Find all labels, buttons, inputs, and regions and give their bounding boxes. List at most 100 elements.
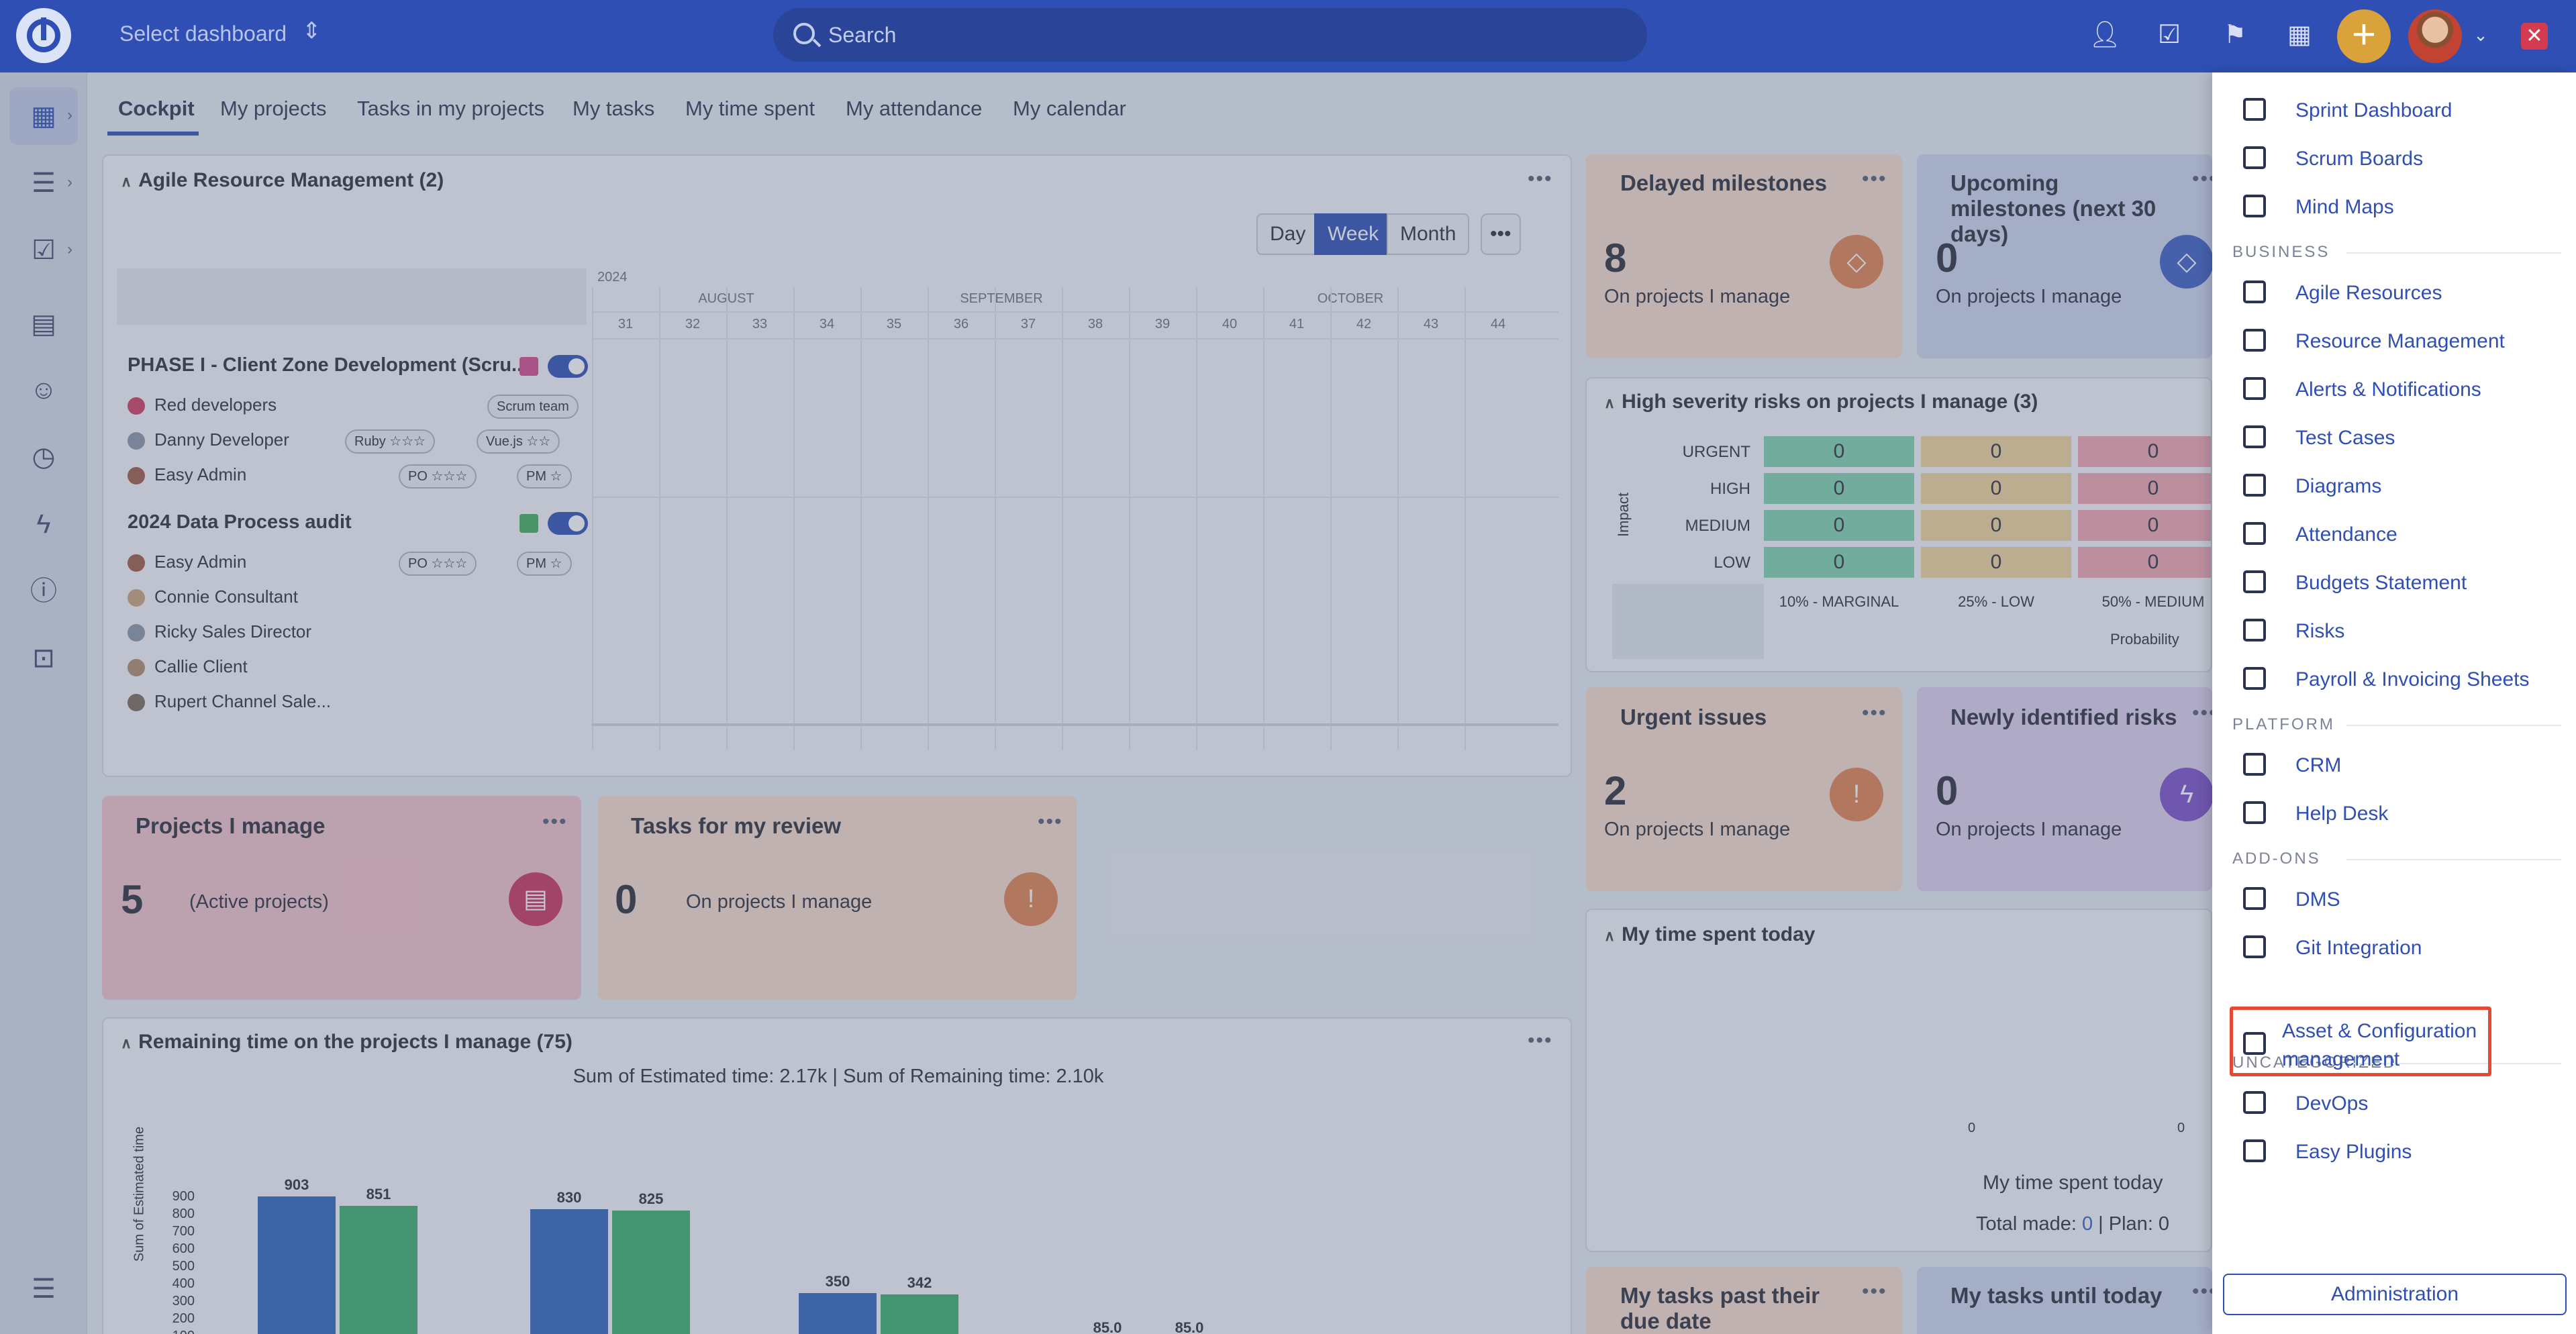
view-month-button[interactable]: Month <box>1387 213 1470 255</box>
person-icon[interactable]: ☺ <box>30 375 58 405</box>
tab-my-attendance[interactable]: My attendance <box>846 97 983 120</box>
risk-cell[interactable]: 0 <box>1921 510 2071 541</box>
collapse-icon[interactable]: ∧ <box>1604 395 1616 411</box>
menu-item-alerts-notifications[interactable]: Alerts & Notifications <box>2243 370 2565 408</box>
menu-item-devops[interactable]: DevOps <box>2243 1084 2565 1122</box>
chevron-down-icon[interactable]: ⌄ <box>2473 25 2488 45</box>
project-toggle[interactable] <box>548 355 588 378</box>
tab-cockpit[interactable]: Cockpit <box>118 97 195 120</box>
tab-my-time-spent[interactable]: My time spent <box>685 97 815 120</box>
tasks-icon[interactable]: ☑ <box>32 236 56 265</box>
menu-item-test-cases[interactable]: Test Cases <box>2243 419 2565 456</box>
more-options-icon[interactable]: ••• <box>1528 1029 1553 1051</box>
tasks-past-due-card[interactable]: My tasks past their due date ••• <box>1585 1267 1902 1334</box>
chevron-updown-icon[interactable]: ⇕ <box>302 18 321 44</box>
bar[interactable] <box>612 1210 690 1334</box>
menu-item-easy-plugins[interactable]: Easy Plugins <box>2243 1133 2565 1170</box>
risk-cell[interactable]: 0 <box>2078 547 2211 578</box>
view-day-button[interactable]: Day <box>1256 213 1320 255</box>
chevron-right-icon[interactable]: › <box>67 106 72 124</box>
close-icon[interactable]: ✕ <box>2521 23 2548 50</box>
project-name[interactable]: 2024 Data Process audit <box>128 511 352 533</box>
chevron-right-icon[interactable]: › <box>67 240 72 258</box>
bar[interactable] <box>881 1294 958 1334</box>
tasks-icon[interactable]: ☑︎ <box>2157 21 2181 49</box>
bar[interactable] <box>530 1209 608 1334</box>
collapse-icon[interactable]: ∧ <box>1604 927 1616 944</box>
dashboard-select[interactable]: Select dashboard <box>119 21 287 46</box>
user-icon[interactable]: 👤︎ <box>2089 21 2122 49</box>
clock-icon[interactable]: ◷ <box>32 442 56 472</box>
more-options-icon[interactable]: ••• <box>1038 811 1063 833</box>
menu-item-resource-management[interactable]: Resource Management <box>2243 322 2565 360</box>
bar[interactable] <box>258 1196 336 1334</box>
risk-cell[interactable]: 0 <box>2078 473 2211 504</box>
search-input[interactable]: Search <box>773 8 1647 62</box>
upcoming-milestones-card[interactable]: Upcoming milestones (next 30 days) ••• 0… <box>1917 154 2212 358</box>
board-icon[interactable]: ▤ <box>31 309 56 339</box>
avatar[interactable] <box>2408 9 2462 63</box>
bar[interactable] <box>340 1205 417 1334</box>
tab-tasks-in-my-projects[interactable]: Tasks in my projects <box>357 97 545 120</box>
tasks-for-review-card[interactable]: Tasks for my review ••• 0 On projects I … <box>597 796 1077 1000</box>
more-options-icon[interactable]: ••• <box>1528 168 1553 190</box>
tab-my-calendar[interactable]: My calendar <box>1013 97 1126 120</box>
total-made-link[interactable]: 0 <box>2081 1213 2093 1235</box>
menu-item-budgets-statement[interactable]: Budgets Statement <box>2243 564 2565 601</box>
new-risks-card[interactable]: Newly identified risks ••• 0 On projects… <box>1917 687 2212 891</box>
more-options-icon[interactable]: ••• <box>1481 213 1521 255</box>
risk-cell[interactable]: 0 <box>1921 547 2071 578</box>
risk-cell[interactable]: 0 <box>1764 473 1914 504</box>
chevron-right-icon[interactable]: › <box>67 173 72 191</box>
risk-cell[interactable]: 0 <box>2078 510 2211 541</box>
menu-item-git-integration[interactable]: Git Integration <box>2243 929 2565 966</box>
urgent-issues-card[interactable]: Urgent issues ••• 2 On projects I manage… <box>1585 687 1902 891</box>
projects-i-manage-card[interactable]: Projects I manage ••• 5 (Active projects… <box>102 796 581 1000</box>
menu-item-asset-configuration[interactable]: Asset & Configuration management <box>2243 1017 2565 1070</box>
more-options-icon[interactable]: ••• <box>2192 168 2212 190</box>
calendar-icon[interactable]: ▦ <box>2287 21 2312 49</box>
more-options-icon[interactable]: ••• <box>1862 702 1887 724</box>
administration-button[interactable]: Administration <box>2223 1274 2567 1315</box>
more-options-icon[interactable]: ••• <box>1862 1280 1887 1302</box>
menu-item-mind-maps[interactable]: Mind Maps <box>2243 188 2565 225</box>
tab-my-projects[interactable]: My projects <box>220 97 327 120</box>
risk-cell[interactable]: 0 <box>1764 436 1914 467</box>
collapse-icon[interactable]: ∧ <box>121 1035 132 1051</box>
flag-icon[interactable]: ⚑ <box>2223 21 2247 49</box>
more-options-icon[interactable]: ••• <box>542 811 568 833</box>
add-button[interactable]: + <box>2337 9 2391 63</box>
collapse-icon[interactable]: ∧ <box>121 173 132 190</box>
risk-cell[interactable]: 0 <box>1764 510 1914 541</box>
tab-my-tasks[interactable]: My tasks <box>573 97 655 120</box>
projects-icon[interactable]: ☰ <box>32 168 56 198</box>
menu-item-scrum-boards[interactable]: Scrum Boards <box>2243 140 2565 177</box>
menu-item-diagrams[interactable]: Diagrams <box>2243 467 2565 505</box>
risk-cell[interactable]: 0 <box>2078 436 2211 467</box>
risk-cell[interactable]: 0 <box>1764 547 1914 578</box>
tasks-until-today-card[interactable]: My tasks until today ••• <box>1917 1267 2212 1334</box>
menu-item-dms[interactable]: DMS <box>2243 880 2565 918</box>
more-options-icon[interactable]: ••• <box>1862 168 1887 190</box>
delayed-milestones-card[interactable]: Delayed milestones ••• 8 On projects I m… <box>1585 154 1902 358</box>
project-toggle[interactable] <box>548 512 588 535</box>
alert-icon[interactable]: ⓘ <box>30 576 57 606</box>
menu-item-attendance[interactable]: Attendance <box>2243 515 2565 553</box>
bar[interactable] <box>799 1293 877 1334</box>
dashboard-icon[interactable]: ▦ <box>9 87 78 145</box>
lightning-icon[interactable]: ϟ <box>36 509 51 539</box>
menu-item-payroll-invoicing-sheets[interactable]: Payroll & Invoicing Sheets <box>2243 660 2565 698</box>
collapse-menu-icon[interactable]: ☰ <box>32 1274 56 1304</box>
more-options-icon[interactable]: ••• <box>2192 1280 2212 1302</box>
project-name[interactable]: PHASE I - Client Zone Development (Scru.… <box>128 354 528 376</box>
menu-item-sprint-dashboard[interactable]: Sprint Dashboard <box>2243 91 2565 129</box>
menu-item-help-desk[interactable]: Help Desk <box>2243 794 2565 832</box>
risk-cell[interactable]: 0 <box>1921 473 2071 504</box>
inbox-icon[interactable]: ⊡ <box>32 644 55 673</box>
menu-item-risks[interactable]: Risks <box>2243 612 2565 650</box>
view-week-button[interactable]: Week <box>1314 213 1393 255</box>
app-logo[interactable] <box>16 8 71 63</box>
menu-item-crm[interactable]: CRM <box>2243 746 2565 784</box>
more-options-icon[interactable]: ••• <box>2192 702 2212 724</box>
menu-item-agile-resources[interactable]: Agile Resources <box>2243 274 2565 311</box>
